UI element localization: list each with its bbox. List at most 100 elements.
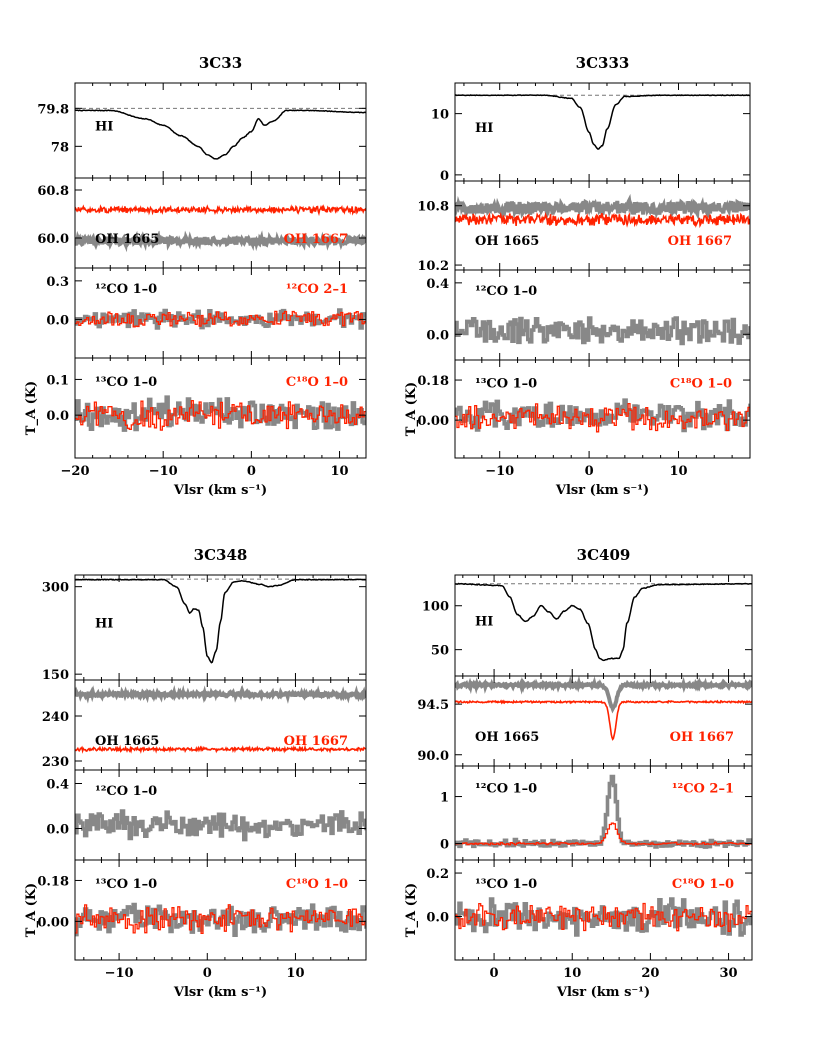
series-line xyxy=(455,94,750,150)
series-label: ¹²CO 1–0 xyxy=(475,284,537,299)
y-axis-label: T_A (K) xyxy=(404,382,419,436)
x-tick-label: 0 xyxy=(585,464,594,479)
panel-frame xyxy=(74,859,367,961)
panel-co12: 0.0 0.4 ¹²CO 1–0 xyxy=(426,269,751,361)
series-line xyxy=(75,684,366,704)
series-label: ¹²CO 2–1 xyxy=(286,282,348,297)
series-line xyxy=(75,204,366,217)
x-tick-label: −10 xyxy=(105,966,134,981)
y-tick-label: 60.0 xyxy=(37,232,69,247)
panel-oh: 90.0 94.5 OH 1665 OH 1667 xyxy=(417,675,753,767)
series-label: ¹²CO 2–1 xyxy=(672,781,734,796)
x-tick-label: 0 xyxy=(247,464,256,479)
chart-3c333: 3C333 0 10 HI 10.2 10.8 OH 1665 OH 1667 0.0 0.4 ¹²… xyxy=(404,54,751,498)
y-tick-label: 1 xyxy=(440,791,449,806)
series-line xyxy=(455,774,752,849)
y-axis-label: T_A (K) xyxy=(24,381,39,435)
panel-frame xyxy=(74,574,367,681)
y-tick-label: 0.4 xyxy=(426,277,449,292)
chart-3c33: 3C33 78 79.8 HI 60.0 60.8 OH 1665 OH 1667 0.0 0.3… xyxy=(24,54,367,498)
panel-co13: 0.0 0.2 ¹³CO 1–0 C¹⁸O 1–0 xyxy=(426,859,753,961)
series-label: C¹⁸O 1–0 xyxy=(672,877,734,892)
panel-frame xyxy=(74,357,367,459)
y-tick-label: 90.0 xyxy=(417,749,449,764)
series-label: HI xyxy=(95,120,113,135)
y-tick-label: 94.5 xyxy=(417,698,449,713)
panel-frame xyxy=(454,180,751,271)
panel-hi: 150 300 HI xyxy=(42,574,367,683)
y-tick-label: 0.0 xyxy=(46,823,69,838)
y-tick-label: 0.0 xyxy=(426,911,449,926)
series-line xyxy=(75,809,366,842)
chart-title: 3C348 xyxy=(194,546,248,564)
x-tick-label: 10 xyxy=(669,464,687,479)
panel-hi: 50 100 HI xyxy=(422,574,753,677)
series-line xyxy=(75,109,366,160)
x-tick-label: 30 xyxy=(720,966,738,981)
series-line xyxy=(75,230,366,253)
panel-frame xyxy=(74,177,367,269)
x-tick-label: 10 xyxy=(286,966,304,981)
panel-frame xyxy=(454,82,751,182)
series-label: OH 1665 xyxy=(475,234,539,249)
x-tick-label: 0 xyxy=(490,966,499,981)
y-tick-label: 0.0 xyxy=(426,328,449,343)
x-tick-label: 10 xyxy=(330,464,348,479)
y-tick-label: 10.8 xyxy=(417,200,449,215)
y-tick-label: 79.8 xyxy=(37,102,69,117)
y-tick-label: 240 xyxy=(42,710,69,725)
y-tick-label: 0.18 xyxy=(37,874,69,889)
x-tick-label: −10 xyxy=(149,464,178,479)
series-line xyxy=(75,744,366,754)
series-line xyxy=(75,904,366,934)
panel-oh: 60.0 60.8 OH 1665 OH 1667 xyxy=(37,177,367,269)
series-label: ¹³CO 1–0 xyxy=(95,877,157,892)
series-label: ¹³CO 1–0 xyxy=(475,877,537,892)
x-axis-label: Vlsr (km s⁻¹) xyxy=(173,483,267,498)
series-line xyxy=(75,399,366,431)
chart-title: 3C33 xyxy=(199,54,242,72)
x-tick-label: 10 xyxy=(563,966,581,981)
series-line xyxy=(75,310,366,328)
series-label: OH 1665 xyxy=(95,232,159,247)
series-label: HI xyxy=(95,617,113,632)
x-axis-label: Vlsr (km s⁻¹) xyxy=(556,985,650,1000)
panel-co13: 0.00 0.18 ¹³CO 1–0 C¹⁸O 1–0 xyxy=(37,859,367,961)
x-tick-label: −10 xyxy=(485,464,514,479)
series-label: ¹²CO 1–0 xyxy=(95,282,157,297)
y-tick-label: 0.4 xyxy=(46,778,69,793)
y-tick-label: 0.0 xyxy=(46,313,69,328)
y-tick-label: 0.18 xyxy=(417,374,449,389)
series-line xyxy=(455,822,752,846)
y-tick-label: 300 xyxy=(42,581,69,596)
series-label: C¹⁸O 1–0 xyxy=(670,376,732,391)
y-tick-label: 230 xyxy=(42,755,69,770)
y-tick-label: 0 xyxy=(440,838,449,853)
panel-oh: 230 240 OH 1665 OH 1667 xyxy=(42,679,367,771)
panel-hi: 78 79.8 HI xyxy=(37,82,367,179)
series-label: ¹³CO 1–0 xyxy=(95,375,157,390)
series-label: OH 1667 xyxy=(668,234,732,249)
series-label: OH 1665 xyxy=(95,734,159,749)
series-label: ¹²CO 1–0 xyxy=(475,781,537,796)
y-tick-label: 0.00 xyxy=(417,414,449,429)
series-line xyxy=(455,902,752,933)
y-tick-label: 10 xyxy=(431,108,449,123)
chart-title: 3C333 xyxy=(576,54,630,72)
y-tick-label: 0.00 xyxy=(37,915,69,930)
panel-frame xyxy=(454,359,751,459)
series-line xyxy=(75,578,366,664)
series-label: C¹⁸O 1–0 xyxy=(286,375,348,390)
series-line xyxy=(455,582,752,662)
x-axis-label: Vlsr (km s⁻¹) xyxy=(173,985,267,1000)
series-label: HI xyxy=(475,615,493,630)
panel-co13: 0.0 0.1 ¹³CO 1–0 C¹⁸O 1–0 xyxy=(46,357,367,459)
series-line xyxy=(455,699,752,741)
series-line xyxy=(455,193,750,221)
x-axis-label: Vlsr (km s⁻¹) xyxy=(555,483,649,498)
x-tick-label: 20 xyxy=(641,966,659,981)
series-line xyxy=(455,676,752,714)
series-label: OH 1667 xyxy=(284,734,348,749)
